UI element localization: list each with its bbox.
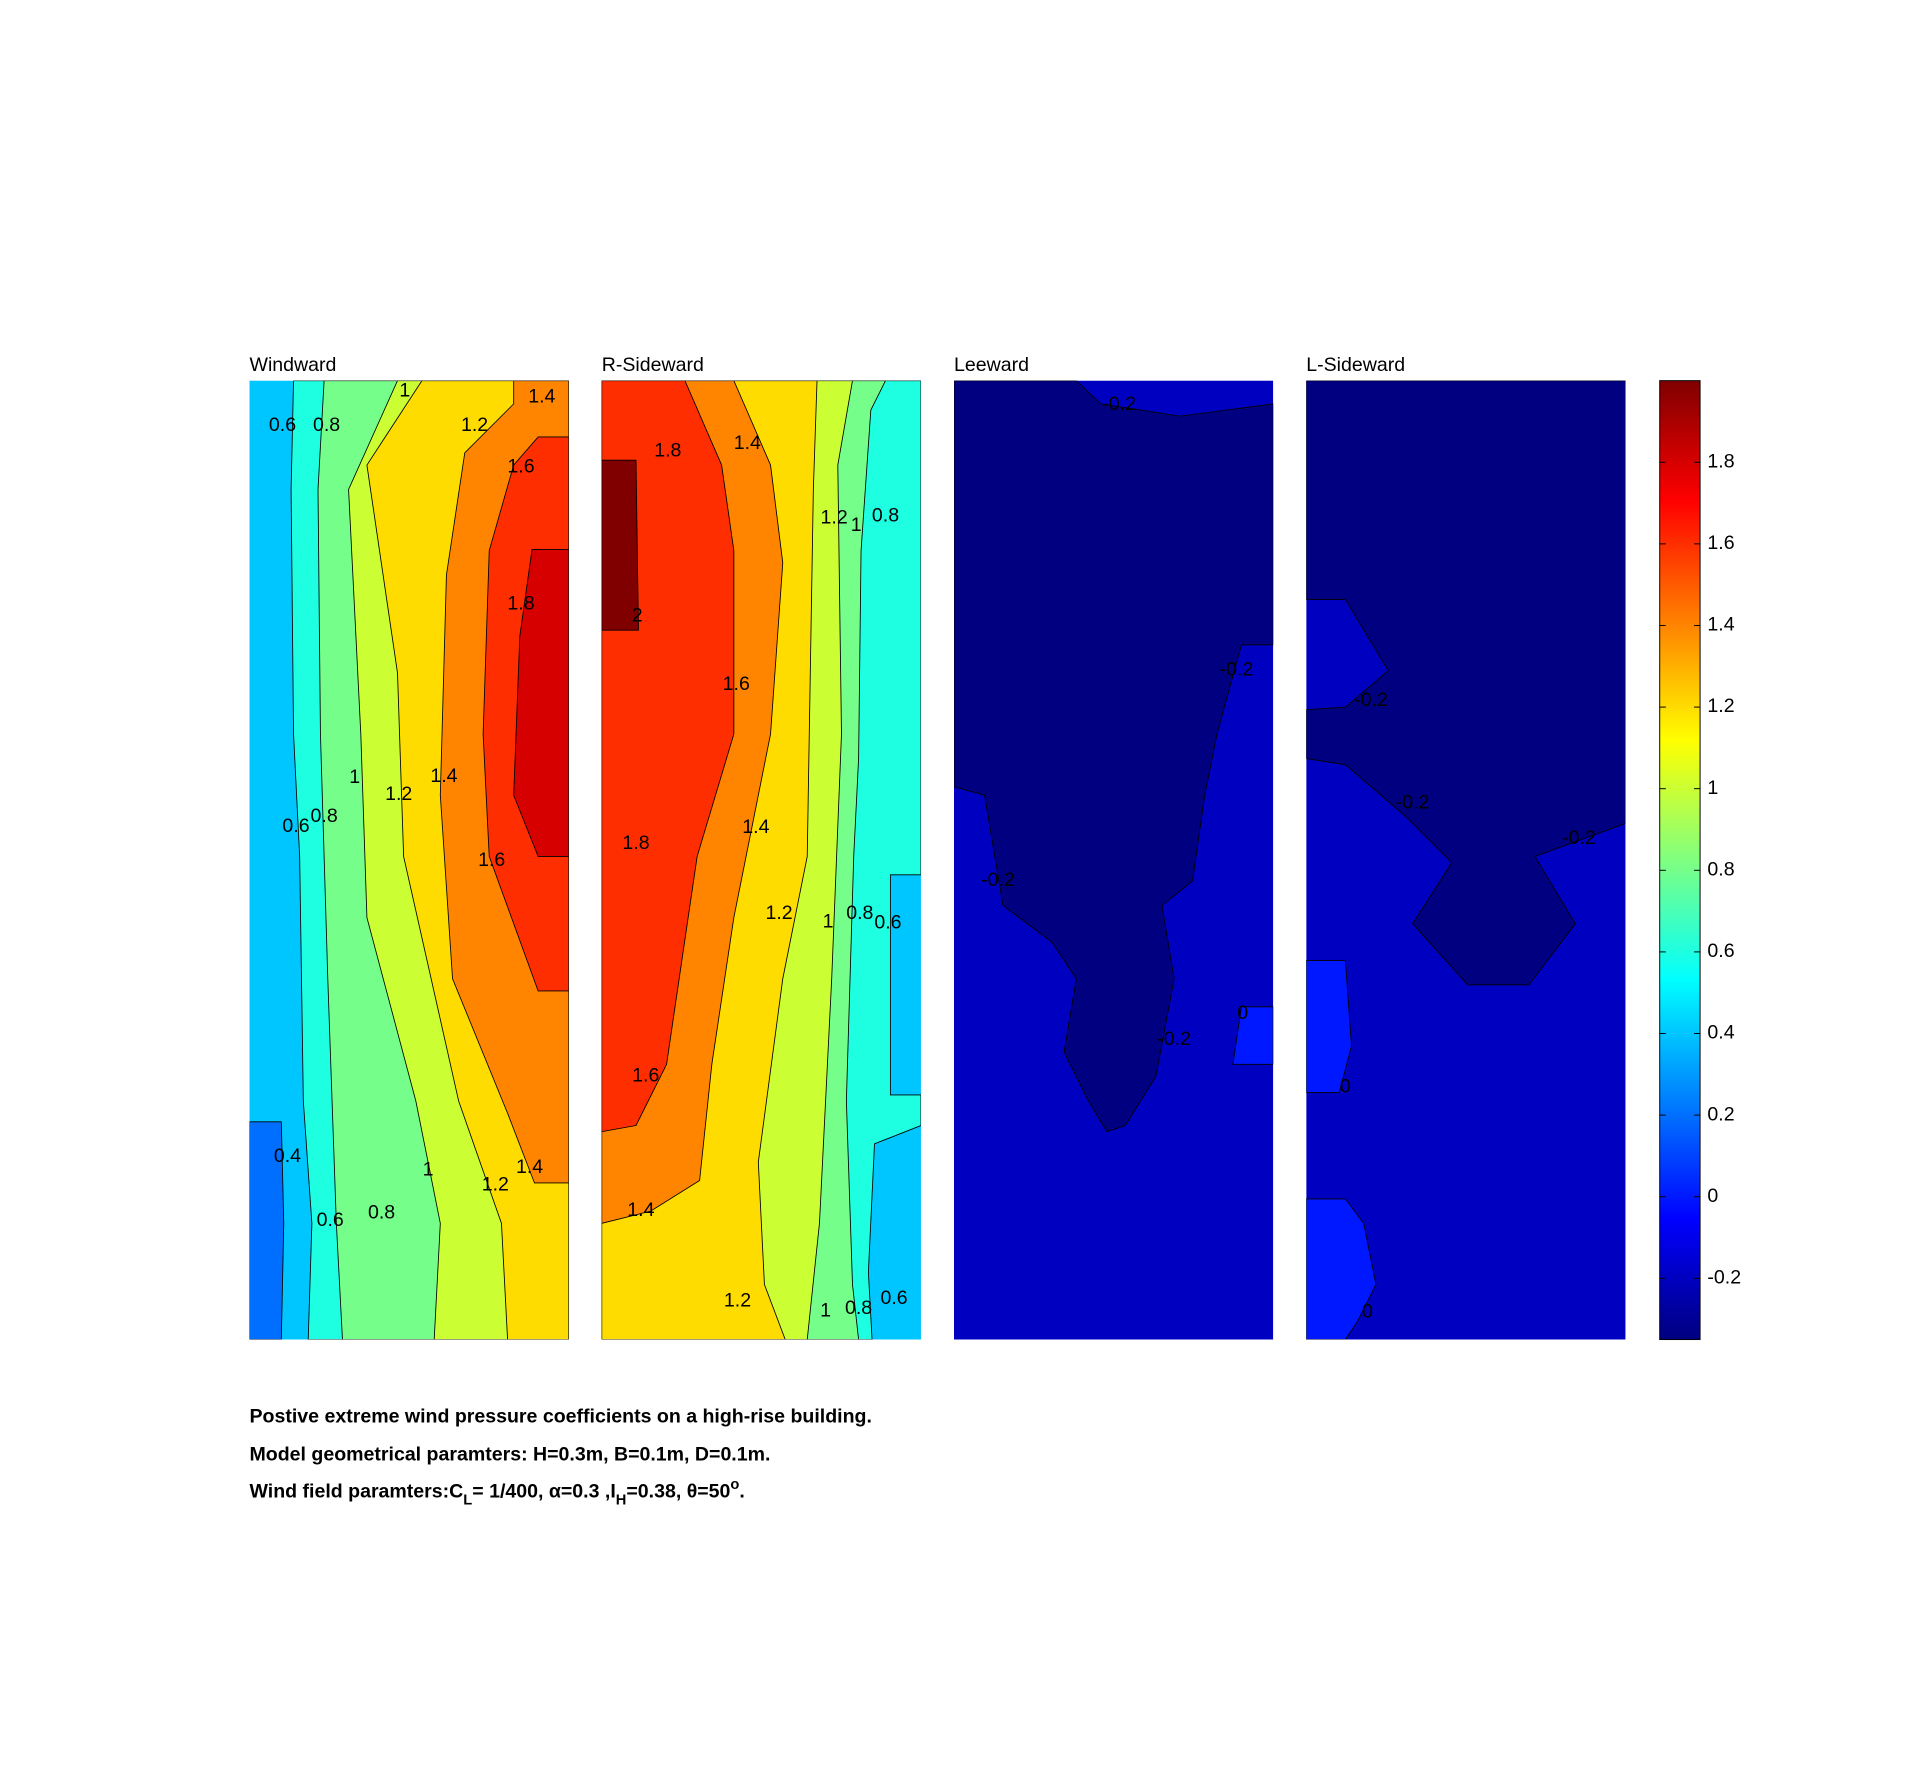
contour-band [1306,380,1626,986]
colorbar [1659,380,1701,1341]
panel-title: Windward [250,354,337,376]
contour-label: 1.6 [507,455,534,477]
caption-segment: . [739,1480,744,1502]
contour-label: 0.6 [317,1209,344,1231]
contour-label: 0 [1237,1002,1248,1024]
colorbar-tick-label: 1 [1707,777,1718,799]
panel-title: L-Sideward [1306,354,1405,376]
contour-label: 1.4 [430,765,457,787]
caption-segment: Wind field paramters:C [250,1480,464,1502]
contour-band [249,1121,285,1340]
contour-label: -0.2 [1220,658,1254,680]
contour-label: 0.8 [846,902,873,924]
contour-band [1306,959,1352,1093]
colorbar-tick-label: 1.2 [1707,695,1734,717]
contour-label: -0.2 [981,869,1015,891]
colorbar-tick-label: 0.8 [1707,858,1734,880]
contour-label: 1 [823,910,834,932]
contour-label: 1.2 [766,902,793,924]
contour-label: 2 [632,605,643,627]
caption-segment: o [730,1477,739,1493]
contour-label: 1.2 [724,1290,751,1312]
contour-label: 1 [851,514,862,536]
colorbar-tick-label: 0 [1707,1185,1718,1207]
contour-label: 0.6 [880,1287,907,1309]
contour-label: 1.6 [723,673,750,695]
contour-band [954,380,1274,1133]
caption-line: Wind field paramters:CL= 1/400, α=0.3 ,I… [250,1477,745,1509]
caption-segment: H [616,1493,627,1509]
contour-label: 0.8 [311,805,338,827]
contour-label: 1.4 [528,386,555,408]
contour-label: 0.8 [313,414,340,436]
contour-label: 1.4 [742,816,769,838]
contour-label: 1.4 [516,1156,543,1178]
contour-label: 1.8 [622,832,649,854]
contour-label: 1 [820,1299,831,1321]
caption-line: Model geometrical paramters: H=0.3m, B=0… [250,1444,771,1466]
colorbar-tick-label: -0.2 [1707,1267,1741,1289]
contour-label: 0.6 [874,912,901,934]
colorbar-tick-label: 0.6 [1707,940,1734,962]
contour-label: 1.6 [478,849,505,871]
contour-label: 1 [423,1159,434,1181]
contour-label: -0.2 [1354,689,1388,711]
contour-band [1306,1198,1377,1340]
caption-line: Postive extreme wind pressure coefficien… [250,1406,872,1428]
contour-label: -0.2 [1396,792,1430,814]
caption-segment: =0.38, θ=50 [626,1480,730,1502]
colorbar-tick-label: 0.4 [1707,1022,1734,1044]
contour-label: -0.2 [1562,827,1596,849]
colorbar-tick-label: 0.2 [1707,1103,1734,1125]
contour-label: 1 [399,380,410,402]
contour-label: 0.8 [845,1297,872,1319]
contour-label: -0.2 [1157,1028,1191,1050]
contour-band [1232,1006,1274,1065]
contour-label: 1.2 [821,507,848,529]
colorbar-tick-label: 1.4 [1707,614,1734,636]
contour-label: 1.8 [507,592,534,614]
contour-panel: Leeward -0.2 -0.2 -0.2 -0.2 0 [954,354,1274,1340]
contour-panel: L-Sideward -0.2 -0.2 -0.2 0 0 [1306,354,1626,1340]
contour-label: 1.6 [632,1064,659,1086]
panel-title: Leeward [954,354,1029,376]
colorbar-tick-label: 1.8 [1707,450,1734,472]
contour-band [513,549,569,857]
contour-label: 0.8 [368,1201,395,1223]
contour-label: 0.8 [872,504,899,526]
contour-label: 1.8 [654,439,681,461]
caption-segment: = 1/400, α=0.3 ,I [472,1480,616,1502]
contour-label: 1 [349,766,360,788]
contour-label: 1.4 [627,1199,654,1221]
contour-label: 0 [1340,1075,1351,1097]
contour-label: 1.2 [482,1173,509,1195]
caption-segment: L [463,1493,472,1509]
contour-label: 1.2 [385,783,412,805]
contour-band [601,459,639,631]
contour-label: 0.4 [274,1145,301,1167]
contour-label: 1.4 [734,432,761,454]
colorbar-tick-label: 1.6 [1707,532,1734,554]
contour-label: -0.2 [1102,393,1136,415]
contour-label: 0.6 [282,815,309,837]
contour-label: 1.2 [461,414,488,436]
panel-title: R-Sideward [602,354,704,376]
contour-label: 0.6 [269,414,296,436]
contour-label: 0 [1362,1301,1373,1323]
